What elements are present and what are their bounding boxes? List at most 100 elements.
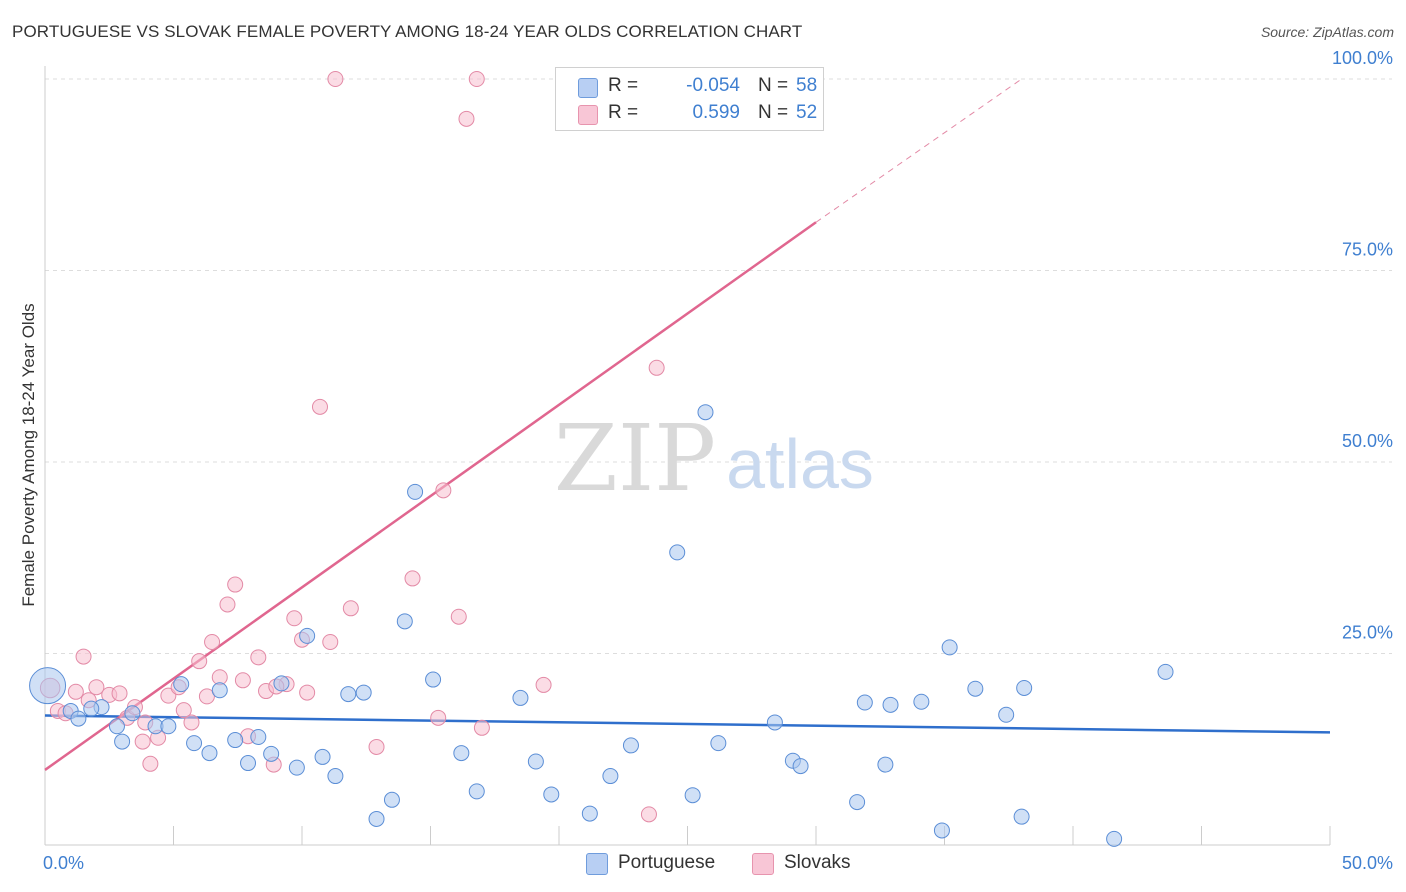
y-tick-label: 50.0%: [1342, 431, 1393, 451]
y-axis-title: Female Poverty Among 18-24 Year Olds: [19, 303, 38, 606]
slovaks-point: [535, 676, 552, 693]
portuguese-point: [70, 710, 87, 727]
portuguese-point: [173, 676, 190, 693]
r-label: R =: [608, 102, 639, 123]
slovaks-point: [183, 714, 200, 731]
portuguese-point: [327, 768, 344, 785]
x-tick-label: 0.0%: [43, 853, 84, 873]
portuguese-point: [1016, 679, 1033, 696]
portuguese-point: [527, 753, 544, 770]
slovaks-point: [142, 755, 159, 772]
portuguese-point: [913, 693, 930, 710]
slovaks-point: [191, 653, 208, 670]
slovaks-point: [430, 709, 447, 726]
chart-title: PORTUGUESE VS SLOVAK FEMALE POVERTY AMON…: [12, 22, 803, 41]
portuguese-point: [792, 758, 809, 775]
portuguese-point: [1106, 830, 1123, 847]
portuguese-point: [29, 667, 67, 705]
slovaks-point: [234, 672, 251, 689]
portuguese-point: [250, 728, 267, 745]
slovaks-point: [88, 679, 105, 696]
portuguese-point: [383, 791, 400, 808]
portuguese-point: [227, 732, 244, 749]
slovaks-point: [75, 648, 92, 665]
n-value: 52: [796, 102, 818, 123]
watermark-atlas: atlas: [726, 425, 874, 503]
slovaks-swatch: [578, 105, 598, 125]
watermark: ZIP atlas: [554, 405, 874, 512]
portuguese-point: [468, 783, 485, 800]
portuguese-point: [299, 627, 316, 644]
slovaks-point: [134, 733, 151, 750]
portuguese-point: [263, 745, 280, 762]
n-label: N =: [758, 75, 789, 96]
slovaks-point: [458, 110, 475, 127]
portuguese-point: [396, 613, 413, 630]
portuguese-legend-swatch: [586, 853, 608, 875]
portuguese-point: [83, 700, 100, 717]
slovaks-point: [473, 719, 490, 736]
portuguese-point: [407, 483, 424, 500]
portuguese-point: [877, 756, 894, 773]
portuguese-legend-label: Portuguese: [618, 852, 716, 873]
slovaks-point: [311, 398, 328, 415]
slovaks-point: [299, 684, 316, 701]
slovaks-trend-extension: [815, 78, 1022, 223]
portuguese-point: [108, 718, 125, 735]
trend-lines: [44, 78, 1331, 771]
portuguese-point: [856, 694, 873, 711]
slovaks-point: [368, 738, 385, 755]
slovaks-point: [404, 570, 421, 587]
slovaks-point: [435, 482, 452, 499]
r-value: -0.054: [686, 75, 740, 96]
portuguese-point: [368, 810, 385, 827]
portuguese-point: [201, 745, 218, 762]
y-tick-label: 25.0%: [1342, 623, 1393, 643]
n-value: 58: [796, 75, 818, 96]
portuguese-point: [684, 787, 701, 804]
portuguese-point: [273, 675, 290, 692]
portuguese-point: [240, 755, 257, 772]
portuguese-point: [211, 682, 228, 699]
slovaks-point: [648, 359, 665, 376]
portuguese-point: [941, 639, 958, 656]
portuguese-point: [697, 404, 714, 421]
slovaks-point: [198, 688, 215, 705]
portuguese-point: [933, 822, 950, 839]
portuguese-point: [355, 684, 372, 701]
portuguese-swatch: [578, 78, 598, 98]
source-label: Source: ZipAtlas.com: [1260, 24, 1394, 40]
portuguese-point: [425, 671, 442, 688]
slovaks-point: [250, 649, 267, 666]
portuguese-trend-line: [44, 714, 1331, 734]
slovaks-point: [204, 634, 221, 651]
slovaks-point: [111, 685, 128, 702]
slovaks-point: [160, 687, 177, 704]
correlation-legend: R = -0.054 N = 58 R = 0.599 N = 52: [555, 67, 824, 131]
slovaks-point: [322, 634, 339, 651]
y-axis-label: Female Poverty Among 18-24 Year Olds: [19, 303, 38, 606]
watermark-zip: ZIP: [554, 405, 716, 512]
slovaks-point: [327, 71, 344, 87]
portuguese-point: [114, 733, 131, 750]
portuguese-point: [622, 737, 639, 754]
slovaks-point: [67, 683, 84, 700]
portuguese-point: [124, 705, 141, 722]
y-tick-label: 75.0%: [1342, 240, 1393, 260]
y-tick-label: 100.0%: [1332, 48, 1393, 68]
slovaks-trend-line: [44, 221, 817, 771]
portuguese-point: [288, 759, 305, 776]
portuguese-point: [581, 805, 598, 822]
portuguese-point: [512, 689, 529, 706]
portuguese-point: [849, 794, 866, 811]
portuguese-point: [602, 768, 619, 785]
portuguese-point: [543, 786, 560, 803]
portuguese-point: [186, 735, 203, 752]
portuguese-point: [669, 544, 686, 561]
tick-labels: 25.0% 50.0% 75.0% 100.0% 0.0% 50.0%: [43, 48, 1393, 873]
slovaks-point: [286, 610, 303, 627]
portuguese-point: [710, 735, 727, 752]
slovaks-point: [342, 600, 359, 617]
portuguese-point: [882, 696, 899, 713]
